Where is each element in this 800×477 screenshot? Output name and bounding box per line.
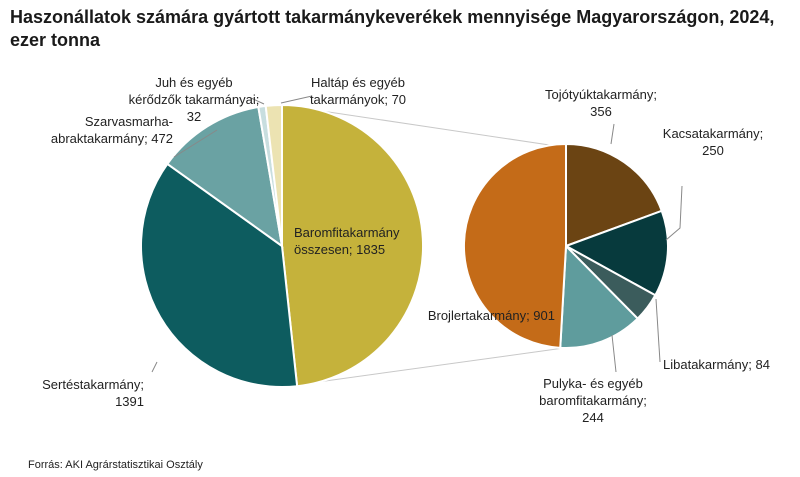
leader-tojo xyxy=(610,123,615,145)
main-pie xyxy=(139,103,425,388)
label-tojotyuk: Tojótyúktakarmány; 356 xyxy=(545,87,657,119)
source-note: Forrás: AKI Agrárstatisztikai Osztály xyxy=(28,459,203,471)
label-kacsa: Kacsatakarmány; 250 xyxy=(663,126,763,158)
label-baromfitakarmany: Baromfitakarmány összesen; 1835 xyxy=(294,225,400,257)
label-haltap: Haltáp és egyéb takarmányok; 70 xyxy=(310,75,406,107)
pie-slice-pulyka-es-egyeb-baromfitakarmany xyxy=(559,243,640,349)
pie-slice-kacsatakarmany xyxy=(563,209,669,297)
label-brojler: Brojlertakarmány; 901 xyxy=(428,308,555,323)
label-szarvasmarha: Szarvasmarha-abraktakarmány; 472 xyxy=(51,114,173,146)
label-pulyka: Pulyka- és egyéb baromfitakarmány; 244 xyxy=(539,376,647,425)
label-liba: Libatakarmány; 84 xyxy=(663,357,770,372)
pie-slice-szarvasmarha-abraktakarmany xyxy=(165,105,284,249)
leader-juh xyxy=(250,97,265,105)
pie-slice-brojlertakarmany xyxy=(462,142,567,349)
leader-liba xyxy=(655,298,661,363)
pie-slice-tojotyuktakarmany xyxy=(565,142,664,248)
pie-slice-sertestakarmany xyxy=(139,162,299,388)
chart-title: Haszonállatok számára gyártott takarmány… xyxy=(10,7,775,50)
pie-slice-baromfitakarmany-osszesen xyxy=(281,103,425,388)
leader-szarvas xyxy=(173,129,218,158)
label-juh: Juh és egyéb kérődzők takarmányai; 32 xyxy=(129,75,260,124)
leader-hal xyxy=(280,95,313,104)
leader-kacsa xyxy=(665,185,683,241)
leader-pulyka xyxy=(611,334,617,373)
leader-lines xyxy=(151,95,683,373)
breakdown-pie xyxy=(462,142,669,349)
label-sertestakarmany: Sertéstakarmány; 1391 xyxy=(42,377,144,409)
connector-line-bottom xyxy=(281,346,572,388)
pie-slice-haltap-es-egyeb-takarmanyok xyxy=(264,103,283,247)
slice-labels: Baromfitakarmány összesen; 1835 Sertéstaka… xyxy=(42,75,770,425)
leader-serte xyxy=(151,361,158,373)
